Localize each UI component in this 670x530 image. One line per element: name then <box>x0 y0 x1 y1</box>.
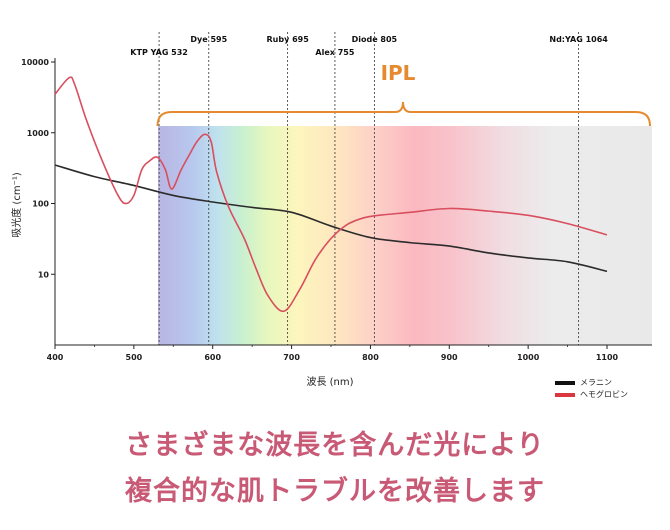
x-tick-label: 1100 <box>596 353 619 362</box>
legend-swatch-hemoglobin <box>555 392 575 397</box>
laser-label: Dye 595 <box>190 35 227 44</box>
y-tick-label: 10000 <box>21 58 49 67</box>
laser-label: KTP YAG 532 <box>130 48 188 57</box>
spectrum-band <box>158 126 652 345</box>
legend-item-hemoglobin: ヘモグロビン <box>555 389 628 400</box>
ipl-bracket <box>156 101 651 127</box>
laser-label: Diode 805 <box>352 35 398 44</box>
x-tick-label: 400 <box>47 353 64 362</box>
x-tick-label: 700 <box>283 353 300 362</box>
melanin-line <box>54 164 608 273</box>
caption-line-1: さまざまな波長を含んだ光により <box>125 430 545 461</box>
y-tick-label: 10 <box>38 270 50 279</box>
x-tick-label: 1000 <box>517 353 540 362</box>
legend-swatch-melanin <box>555 380 575 385</box>
laser-label: Alex 755 <box>315 48 354 57</box>
hemoglobin-line <box>54 76 608 313</box>
legend-label-melanin: メラニン <box>580 378 612 387</box>
y-tick-label: 100 <box>32 200 49 209</box>
laser-label: Nd:YAG 1064 <box>549 35 608 44</box>
legend-label-hemoglobin: ヘモグロビン <box>580 390 628 399</box>
x-tick-label: 900 <box>441 353 458 362</box>
laser-label: Ruby 695 <box>266 35 309 44</box>
x-tick-label: 800 <box>362 353 379 362</box>
caption-line-2: 複合的な肌トラブルを改善します <box>125 476 545 507</box>
ipl-label: IPL <box>381 61 416 85</box>
y-axis-label: 吸光度 (cm⁻¹) <box>10 172 23 238</box>
x-tick-label: 600 <box>204 353 221 362</box>
x-tick-label: 500 <box>126 353 143 362</box>
y-tick-label: 1000 <box>27 129 50 138</box>
legend-item-melanin: メラニン <box>555 377 612 388</box>
x-axis-label: 波長 (nm) <box>306 375 353 388</box>
